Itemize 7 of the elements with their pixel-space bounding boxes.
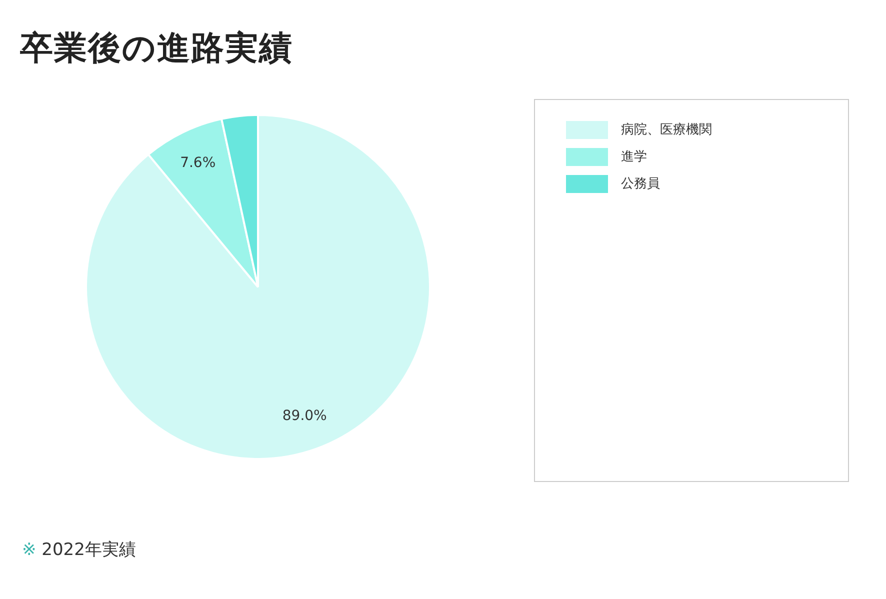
legend-label: 病院、医療機関 (621, 122, 712, 138)
data-label: 7.6% (180, 154, 216, 171)
chart-title: 卒業後の進路実績 (20, 29, 293, 69)
legend-label: 公務員 (621, 176, 660, 192)
text: ※ 2022年実績 (22, 540, 136, 560)
legend-label: 進学 (621, 149, 647, 164)
data-label: 89.0% (282, 408, 327, 424)
